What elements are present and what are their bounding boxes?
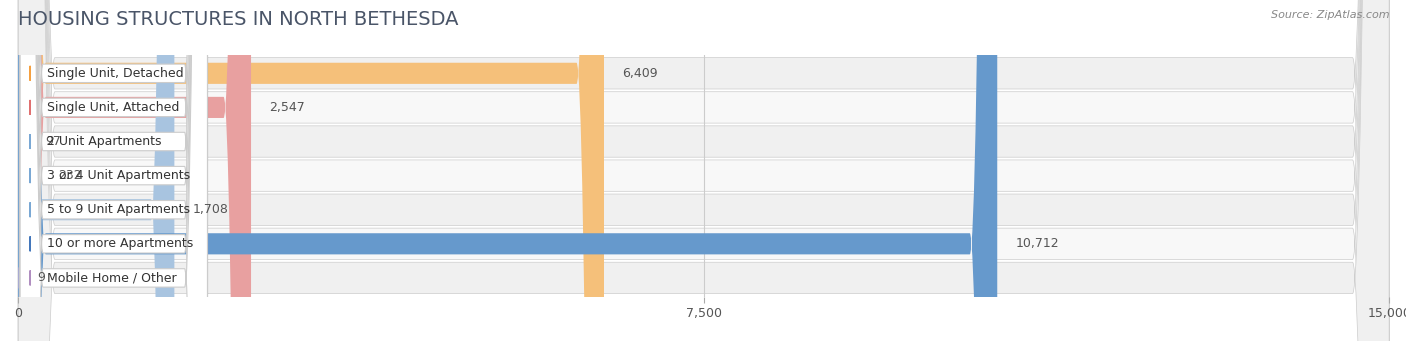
FancyBboxPatch shape [20,0,208,341]
FancyBboxPatch shape [20,0,208,341]
FancyBboxPatch shape [18,0,1389,341]
Text: 9: 9 [38,271,45,284]
Text: 97: 97 [45,135,62,148]
Text: 5 to 9 Unit Apartments: 5 to 9 Unit Apartments [46,203,190,216]
FancyBboxPatch shape [20,0,208,341]
Text: 2 Unit Apartments: 2 Unit Apartments [46,135,162,148]
FancyBboxPatch shape [18,0,27,341]
Text: Mobile Home / Other: Mobile Home / Other [46,271,176,284]
FancyBboxPatch shape [18,0,1389,341]
Text: 10,712: 10,712 [1015,237,1059,250]
Text: Single Unit, Attached: Single Unit, Attached [46,101,179,114]
FancyBboxPatch shape [20,0,208,341]
Text: 6,409: 6,409 [623,67,658,80]
Text: HOUSING STRUCTURES IN NORTH BETHESDA: HOUSING STRUCTURES IN NORTH BETHESDA [18,10,458,29]
FancyBboxPatch shape [18,0,605,341]
FancyBboxPatch shape [20,0,208,341]
FancyBboxPatch shape [18,0,1389,341]
FancyBboxPatch shape [20,0,208,341]
FancyBboxPatch shape [18,0,1389,341]
FancyBboxPatch shape [18,0,1389,341]
Text: 1,708: 1,708 [193,203,229,216]
FancyBboxPatch shape [18,0,39,341]
FancyBboxPatch shape [18,0,1389,341]
Text: 3 or 4 Unit Apartments: 3 or 4 Unit Apartments [46,169,190,182]
FancyBboxPatch shape [18,0,997,341]
Text: Single Unit, Detached: Single Unit, Detached [46,67,183,80]
FancyBboxPatch shape [18,0,174,341]
Text: 2,547: 2,547 [270,101,305,114]
Text: Source: ZipAtlas.com: Source: ZipAtlas.com [1271,10,1389,20]
Text: 232: 232 [58,169,82,182]
FancyBboxPatch shape [18,0,1389,341]
FancyBboxPatch shape [20,0,208,341]
FancyBboxPatch shape [18,0,252,341]
Text: 10 or more Apartments: 10 or more Apartments [46,237,193,250]
